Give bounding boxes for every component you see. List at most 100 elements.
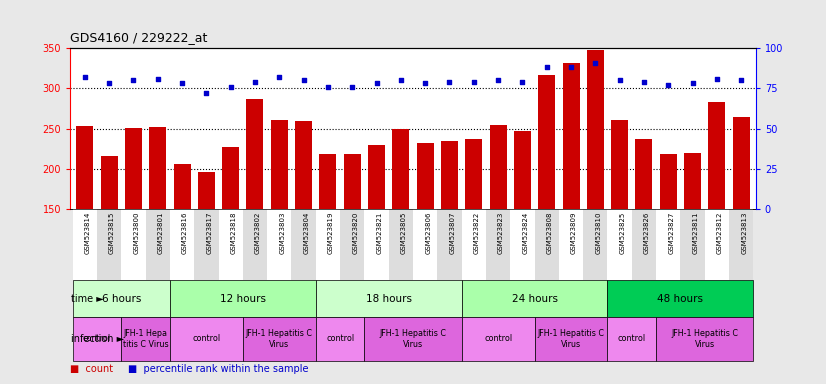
Text: 24 hours: 24 hours	[511, 293, 558, 304]
Point	[175, 80, 188, 86]
Text: time ►: time ►	[71, 293, 103, 304]
Text: GSM523806: GSM523806	[425, 212, 431, 254]
Text: JFH-1 Hepatitis C
Virus: JFH-1 Hepatitis C Virus	[538, 329, 605, 349]
Text: GSM523821: GSM523821	[377, 212, 382, 254]
Point	[540, 64, 553, 70]
Bar	[416, 143, 434, 209]
Text: GSM523827: GSM523827	[668, 212, 674, 254]
Point	[491, 77, 505, 83]
Bar	[392, 129, 410, 209]
Bar	[170, 280, 316, 317]
Bar	[656, 209, 681, 280]
Bar	[145, 209, 170, 280]
Bar	[316, 280, 462, 317]
Text: control: control	[83, 334, 111, 343]
Bar	[173, 164, 191, 209]
Text: 18 hours: 18 hours	[366, 293, 411, 304]
Bar	[73, 280, 170, 317]
Text: GSM523811: GSM523811	[692, 212, 699, 254]
Bar	[340, 209, 364, 280]
Bar	[267, 209, 292, 280]
Bar	[170, 317, 243, 361]
Text: GSM523805: GSM523805	[401, 212, 407, 254]
Point	[200, 90, 213, 96]
Point	[662, 82, 675, 88]
Bar	[490, 124, 506, 209]
Bar	[611, 120, 628, 209]
Bar	[364, 317, 462, 361]
Text: GSM523802: GSM523802	[255, 212, 261, 254]
Bar	[462, 209, 486, 280]
Text: control: control	[484, 334, 512, 343]
Bar	[632, 209, 656, 280]
Bar	[316, 317, 364, 361]
Bar	[709, 102, 725, 209]
Text: JFH-1 Hepatitis C
Virus: JFH-1 Hepatitis C Virus	[246, 329, 313, 349]
Bar	[586, 50, 604, 209]
Bar	[222, 147, 240, 209]
Text: ■  percentile rank within the sample: ■ percentile rank within the sample	[128, 364, 309, 374]
Point	[321, 84, 335, 90]
Bar	[729, 209, 753, 280]
Point	[151, 76, 164, 82]
Text: GSM523803: GSM523803	[279, 212, 285, 254]
Bar	[733, 118, 750, 209]
Bar	[219, 209, 243, 280]
Text: GSM523807: GSM523807	[449, 212, 455, 254]
Text: GSM523823: GSM523823	[498, 212, 504, 254]
Point	[515, 79, 529, 85]
Bar	[73, 317, 121, 361]
Text: GSM523817: GSM523817	[206, 212, 212, 254]
Bar	[583, 209, 607, 280]
Bar	[271, 120, 287, 209]
Text: GSM523826: GSM523826	[644, 212, 650, 254]
Text: GSM523810: GSM523810	[596, 212, 601, 254]
Text: GSM523824: GSM523824	[522, 212, 529, 254]
Point	[78, 74, 92, 80]
Point	[468, 79, 481, 85]
Text: GSM523804: GSM523804	[304, 212, 310, 254]
Bar	[559, 209, 583, 280]
Bar	[170, 209, 194, 280]
Bar	[316, 209, 340, 280]
Bar	[368, 145, 385, 209]
Point	[686, 80, 699, 86]
Bar	[681, 209, 705, 280]
Bar	[121, 317, 170, 361]
Bar	[539, 75, 555, 209]
Bar	[344, 154, 361, 209]
Point	[710, 76, 724, 82]
Bar	[364, 209, 389, 280]
Text: control: control	[192, 334, 221, 343]
Point	[394, 77, 407, 83]
Point	[419, 80, 432, 86]
Bar	[607, 317, 656, 361]
Text: 12 hours: 12 hours	[220, 293, 266, 304]
Bar	[101, 156, 117, 209]
Bar	[563, 63, 580, 209]
Text: JFH-1 Hepatitis C
Virus: JFH-1 Hepatitis C Virus	[672, 329, 738, 349]
Text: GSM523813: GSM523813	[741, 212, 748, 254]
Bar	[635, 139, 653, 209]
Point	[102, 80, 116, 86]
Text: ■  count: ■ count	[70, 364, 113, 374]
Bar	[150, 127, 166, 209]
Bar	[514, 131, 531, 209]
Bar	[534, 209, 559, 280]
Bar	[125, 128, 142, 209]
Bar	[462, 317, 534, 361]
Bar	[73, 209, 97, 280]
Bar	[437, 209, 462, 280]
Point	[638, 79, 651, 85]
Text: GSM523801: GSM523801	[158, 212, 164, 254]
Bar	[486, 209, 510, 280]
Bar	[462, 280, 607, 317]
Text: GSM523822: GSM523822	[474, 212, 480, 254]
Bar	[684, 153, 701, 209]
Text: 48 hours: 48 hours	[657, 293, 704, 304]
Point	[613, 77, 626, 83]
Bar	[194, 209, 219, 280]
Point	[564, 64, 577, 70]
Bar	[656, 317, 753, 361]
Bar	[510, 209, 534, 280]
